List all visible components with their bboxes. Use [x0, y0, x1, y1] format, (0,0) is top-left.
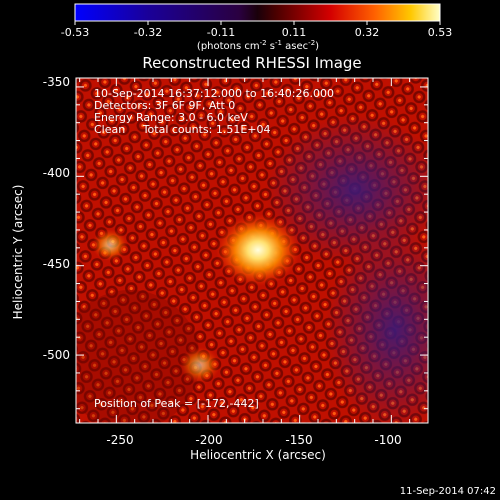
colorbar-tick-label: -0.53 — [61, 26, 89, 39]
peak-emission-source — [216, 214, 300, 286]
plot-frame — [75, 77, 429, 424]
colorbar-tick-marks — [74, 21, 441, 25]
colorbar: -0.53 -0.32 -0.11 0.11 0.32 0.53 (photon… — [61, 3, 453, 52]
x-tick-label: -100 — [374, 433, 401, 447]
footer-timestamp: 11-Sep-2014 07:42 — [400, 486, 496, 497]
info-detectors: Detectors: 3F 6F 9F, Att 0 — [94, 99, 235, 112]
peak-position-label: Position of Peak = [-172,-442] — [94, 397, 259, 410]
y-tick-label: -400 — [43, 166, 70, 180]
x-tick-label: -150 — [285, 433, 312, 447]
x-tick-label: -250 — [106, 433, 133, 447]
colorbar-tick-label: 0.32 — [355, 26, 380, 39]
colorbar-tick-label: -0.32 — [134, 26, 162, 39]
y-axis-label: Heliocentric Y (arcsec) — [11, 185, 25, 320]
y-tick-label: -350 — [43, 75, 70, 89]
colorbar-gradient — [74, 3, 441, 22]
y-tick-label: -450 — [43, 257, 70, 271]
rhessi-image-map — [76, 78, 428, 423]
y-axis-ticks — [76, 86, 428, 410]
info-energy-range: Energy Range: 3.0 - 6.0 keV — [94, 111, 248, 124]
x-axis-label: Heliocentric X (arcsec) — [190, 448, 326, 462]
colorbar-tick-label: 0.11 — [282, 26, 307, 39]
info-time-range: 10-Sep-2014 16:37:12.000 to 16:40:26.000 — [94, 87, 334, 100]
info-clean-counts: Clean Total counts: 1.51E+04 — [94, 123, 271, 136]
colorbar-units: (photons cm-2 s-1 asec-2) — [197, 39, 319, 52]
image-title: Reconstructed RHESSI Image — [142, 54, 361, 72]
observation-info: 10-Sep-2014 16:37:12.000 to 16:40:26.000… — [94, 87, 334, 136]
x-tick-label: -200 — [195, 433, 222, 447]
x-axis-ticks — [79, 78, 429, 423]
colorbar-tick-label: -0.11 — [207, 26, 235, 39]
y-tick-label: -500 — [43, 348, 70, 362]
colorbar-tick-label: 0.53 — [428, 26, 453, 39]
